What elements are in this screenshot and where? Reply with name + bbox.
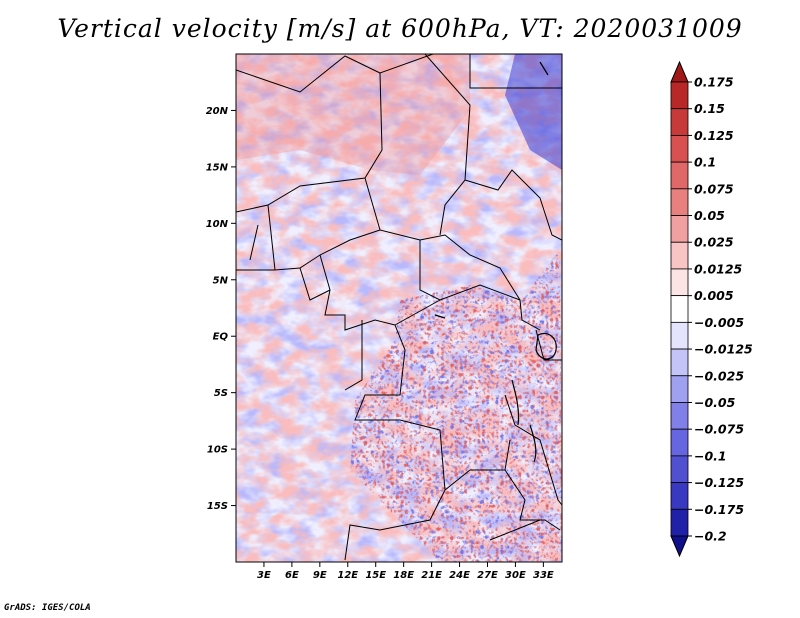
country-borders [236,54,562,561]
x-tick-label: 6E [285,570,299,581]
colorbar-label: 0.1 [694,155,716,170]
colorbar-swatch [670,402,689,430]
x-tick-label: 18E [393,570,414,581]
credit-text: GrADS: IGES/COLA [4,603,91,613]
colorbar-label: −0.025 [694,368,744,383]
y-tick-label: 5S [214,388,228,399]
colorbar-swatch [670,135,689,163]
x-tick-label: 30E [505,570,526,581]
plot-frame [235,53,563,563]
colorbar-top-arrow [670,60,689,83]
colorbar-swatch [670,295,689,323]
lakes [434,61,557,463]
colorbar-swatch [670,375,689,403]
x-tick-label: 9E [313,570,327,581]
x-tick-label: 24E [449,570,470,581]
y-axis: 20N 15N 10N 5N EQ 5S 10S 15S [206,106,236,512]
colorbar-swatch [670,348,689,377]
colorbar-swatch [670,321,689,350]
x-axis: 3E 6E 9E 12E 15E 18E 21E 24E 27E 30E 33E [257,562,554,581]
colorbar-label: 0.15 [694,101,725,116]
colorbar-swatch [670,188,689,216]
velocity-field [236,54,562,562]
colorbar-bottom-arrow [670,535,689,558]
colorbar: 0.175 0.15 0.125 0.1 0.075 0.05 0.025 0.0125 0.0… [670,60,753,558]
colorbar-swatch [670,81,689,110]
colorbar-label: −0.075 [694,422,744,437]
colorbar-label: −0.1 [694,448,727,463]
y-tick-label: 10S [207,445,228,456]
x-tick-label: 3E [257,570,271,581]
colorbar-swatch [670,455,689,483]
colorbar-swatch [670,215,689,243]
y-tick-label: EQ [213,332,229,343]
colorbar-swatch [670,508,689,537]
colorbar-label: −0.125 [694,475,744,490]
colorbar-label: 0.005 [694,288,734,303]
x-tick-label: 27E [477,570,498,581]
y-tick-label: 20N [206,106,229,117]
colorbar-label: 0.0125 [694,261,743,276]
colorbar-swatch [670,482,689,510]
colorbar-label: 0.025 [694,235,734,250]
colorbar-label: −0.05 [694,395,736,410]
x-tick-label: 21E [421,570,442,581]
y-tick-label: 5N [213,275,229,286]
y-tick-label: 15S [207,501,228,512]
x-tick-label: 12E [337,570,358,581]
colorbar-label: 0.125 [694,128,734,143]
y-tick-label: 10N [206,219,229,230]
colorbar-swatch [670,108,689,136]
colorbar-label: −0.005 [694,315,744,330]
y-tick-label: 15N [206,162,229,173]
colorbar-label: 0.05 [694,208,725,223]
x-tick-label: 33E [533,570,554,581]
x-tick-label: 15E [365,570,386,581]
colorbar-label: −0.2 [694,529,727,544]
chart-title: Vertical velocity [m/s] at 600hPa, VT: 2… [57,14,743,43]
colorbar-label: 0.175 [694,75,734,90]
colorbar-swatch [670,428,689,457]
colorbar-label: −0.175 [694,502,744,517]
colorbar-swatch [670,268,689,297]
colorbar-swatch [670,161,689,190]
colorbar-label: 0.075 [694,181,734,196]
colorbar-label: −0.0125 [694,342,753,357]
colorbar-swatch [670,241,689,270]
